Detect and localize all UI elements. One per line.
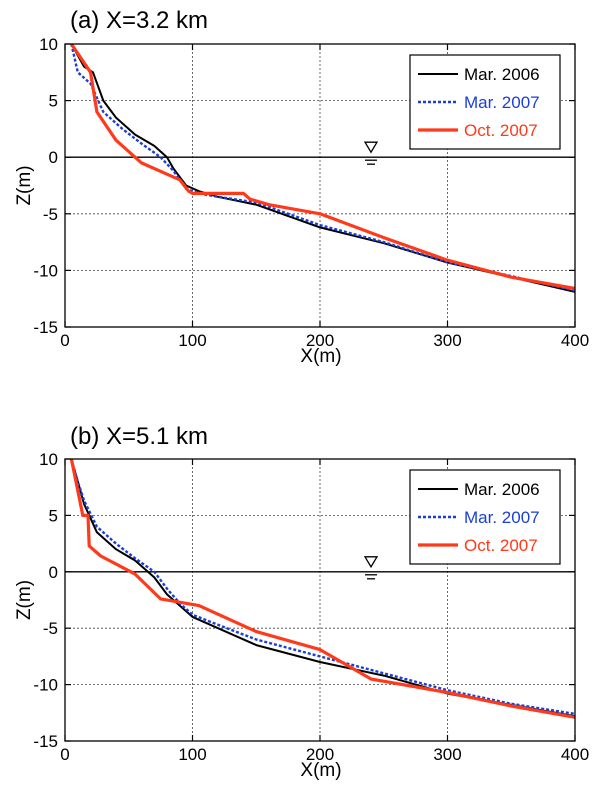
legend: Mar. 2006 Mar. 2007 Oct. 2007 (409, 54, 561, 150)
water-level-triangle (363, 556, 379, 569)
x-tick-label: 300 (433, 745, 461, 764)
legend-label-1: Mar. 2007 (464, 93, 540, 112)
series-line-2 (69, 458, 576, 719)
chart-panel-a: (a) X=3.2 km 0 100 200 300 400 -15 -10 -5 0 5 10 X(m… (14, 7, 589, 367)
y-tick-label: -10 (33, 261, 58, 280)
series-line-0 (70, 458, 576, 718)
x-axis-title: X(m) (300, 760, 341, 781)
x-tick-label: 200 (306, 745, 334, 764)
chart-panel-b: (b) X=5.1 km 0 100 200 300 400 -15 -10 -5 0 5 10 X(m… (14, 423, 589, 781)
water-level-symbol (363, 141, 379, 165)
x-tick-label: 200 (306, 331, 334, 350)
x-tick-label: 0 (60, 745, 69, 764)
y-tick-label: 5 (49, 506, 58, 525)
y-axis-title: Z(m) (14, 165, 35, 205)
y-tick-label: 0 (49, 148, 58, 167)
y-tick-label: -15 (33, 732, 58, 751)
x-tick-label: 100 (178, 745, 206, 764)
water-level-symbol (363, 556, 379, 580)
legend-label-2: Oct. 2007 (464, 536, 538, 555)
x-tick-label: 100 (178, 331, 206, 350)
x-tick-label: 400 (561, 331, 589, 350)
legend-box (409, 54, 561, 150)
y-tick-label: -10 (33, 676, 58, 695)
y-tick-label: -5 (43, 205, 58, 224)
x-tick-label: 0 (60, 331, 69, 350)
legend-label-0: Mar. 2006 (464, 65, 540, 84)
y-tick-label: 10 (39, 35, 58, 54)
legend-label-1: Mar. 2007 (464, 508, 540, 527)
y-tick-label: 0 (49, 563, 58, 582)
chart-title: (a) X=3.2 km (70, 7, 208, 34)
water-level-triangle (363, 141, 379, 154)
x-tick-label: 400 (561, 745, 589, 764)
y-tick-label: -15 (33, 318, 58, 337)
x-axis-title: X(m) (300, 346, 341, 367)
x-tick-label: 300 (433, 331, 461, 350)
y-tick-label: -5 (43, 619, 58, 638)
legend: Mar. 2006 Mar. 2007 Oct. 2007 (409, 469, 561, 565)
y-axis-title: Z(m) (14, 580, 35, 620)
chart-title: (b) X=5.1 km (70, 423, 208, 450)
y-tick-label: 10 (39, 450, 58, 469)
y-tick-label: 5 (49, 92, 58, 111)
series-line-2 (70, 43, 576, 291)
legend-label-0: Mar. 2006 (464, 480, 540, 499)
legend-label-2: Oct. 2007 (464, 121, 538, 140)
